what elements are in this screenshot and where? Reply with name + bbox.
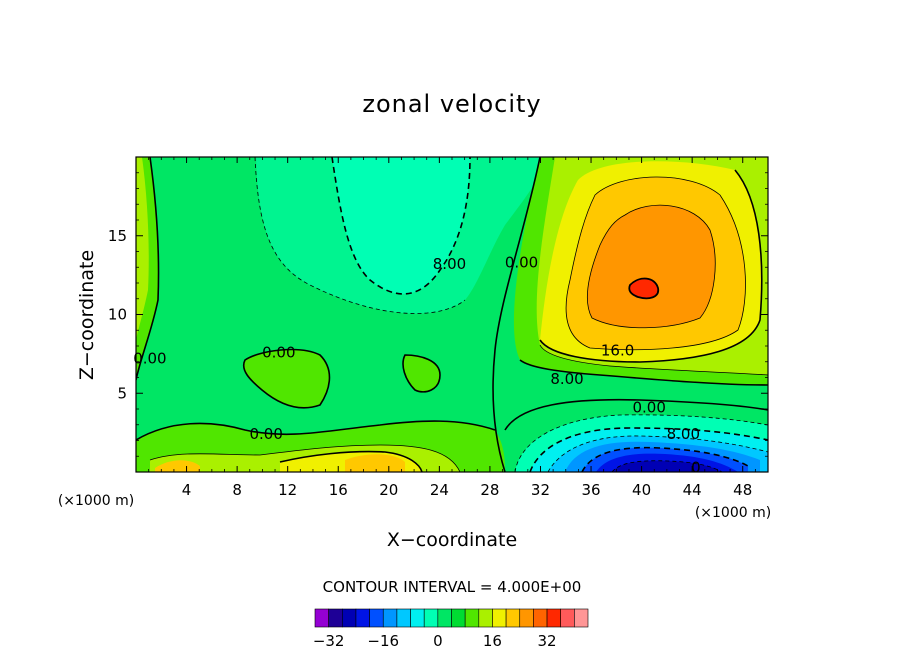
x-tick-label: 36 [581, 481, 600, 499]
contour-label: 0.00 [249, 425, 282, 443]
contour-line-zero-central [492, 157, 541, 472]
chart-title: zonal velocity [362, 90, 541, 118]
field-top-cyan [332, 157, 470, 294]
colorbar-swatch [369, 608, 384, 628]
contour-label: 0.00 [632, 398, 665, 416]
colorbar-swatch [341, 608, 357, 628]
contour-line-12-right [539, 344, 768, 376]
colorbar-swatch [574, 608, 589, 628]
contour-label: 0.00 [133, 350, 166, 368]
field-right-red [629, 278, 659, 299]
field-left-band-2 [136, 157, 149, 340]
y-tick-label: 15 [108, 227, 127, 245]
x-tick-label: 24 [430, 481, 449, 499]
contour-line-zero-left [136, 157, 160, 381]
field-right-orange [587, 205, 716, 328]
colorbar-swatch [410, 608, 425, 628]
contour-label: 0 [691, 458, 701, 476]
colorbar-swatch [314, 608, 329, 628]
contour-line-8-right [519, 359, 768, 386]
y-axis-label: Z−coordinate [76, 250, 98, 380]
y-axis-unit: (×1000 m) [58, 493, 134, 509]
colorbar-swatch [451, 608, 466, 628]
contour-line-zero-blob [243, 348, 331, 409]
colorbar-swatch [492, 608, 507, 628]
contour-line-neg4-right [514, 414, 768, 472]
x-tick-label: 48 [733, 481, 752, 499]
colorbar-swatch [560, 608, 575, 628]
contour-line-zero-blob-2 [402, 354, 441, 393]
colorbar-swatch [396, 608, 411, 628]
colorbar-swatch [437, 608, 452, 628]
contour-line-neg8-right [529, 427, 768, 472]
x-tick-label: 32 [531, 481, 550, 499]
x-tick-label: 44 [683, 481, 702, 499]
contour-line-zero-right [504, 398, 768, 431]
colorbar-tick-label: 32 [538, 632, 557, 650]
contour-interval-text: CONTOUR INTERVAL = 4.000E+00 [323, 578, 582, 596]
contour-line-8-bottom [279, 450, 423, 472]
contour-line-16-right [539, 169, 763, 363]
y-tick-label: 5 [117, 384, 127, 402]
colorbar-swatch [382, 608, 398, 628]
colorbar-swatch [464, 608, 480, 628]
colorbar-tick-label: 0 [433, 632, 443, 650]
contour-label: 0.00 [505, 254, 538, 272]
contour-label: 8.00 [550, 370, 583, 388]
contour-line-28-right [628, 277, 660, 300]
colorbar-swatch [519, 608, 534, 628]
x-tick-label: 40 [632, 481, 651, 499]
x-axis-label: X−coordinate [387, 529, 517, 551]
x-axis-unit: (×1000 m) [695, 505, 771, 521]
colorbar-swatch [478, 608, 493, 628]
x-tick-label: 16 [329, 481, 348, 499]
colorbar-tick-label: −16 [367, 632, 399, 650]
colorbar-tick-label: −32 [313, 632, 345, 650]
contour-label: 8.00 [433, 255, 466, 273]
colorbar-swatch [355, 608, 370, 628]
contour-line-24-right [587, 204, 716, 329]
contour-line-neg20-right [611, 460, 723, 472]
field-mid-blob [243, 349, 330, 408]
contour-label: 16.0 [601, 342, 634, 360]
contour-label: 8.00 [667, 425, 700, 443]
x-tick-label: 12 [278, 481, 297, 499]
x-tick-label: 4 [182, 481, 192, 499]
colorbar: −32 −16 0 16 32 [313, 608, 589, 650]
colorbar-swatch [423, 608, 439, 628]
colorbar-swatch [328, 608, 343, 628]
contour-lines [136, 157, 768, 472]
colorbar-tick-label: 16 [483, 632, 502, 650]
field-bottom-orange-left [155, 460, 200, 472]
contour-line-neg12-right [547, 435, 768, 472]
x-tick-label: 28 [480, 481, 499, 499]
x-tick-label: 8 [232, 481, 242, 499]
contour-line-neg16-right [581, 446, 749, 472]
contour-line-zero-bottom [136, 420, 496, 441]
contour-label: 0.00 [262, 343, 295, 361]
x-tick-label: 20 [379, 481, 398, 499]
colorbar-swatch [546, 608, 561, 628]
contour-line-4-bottom [149, 444, 461, 472]
field-mid-blob-2 [403, 355, 440, 392]
contour-fill [136, 157, 768, 472]
contour-line-4-dashed [254, 157, 466, 314]
colorbar-swatch [505, 608, 521, 628]
field-bottom-orange [345, 454, 405, 472]
contour-line-20-right [565, 176, 746, 351]
colorbar-swatch [533, 608, 548, 628]
y-tick-label: 10 [108, 306, 127, 324]
